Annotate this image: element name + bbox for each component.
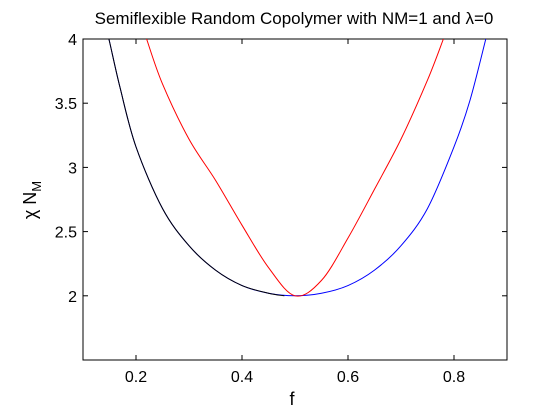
- series-line-3: [146, 39, 444, 297]
- x-tick-label: 0.4: [231, 369, 253, 386]
- chart-title: Semiflexible Random Copolymer with NM=1 …: [95, 9, 494, 28]
- plot-frame: [82, 38, 508, 361]
- series-group: [108, 39, 487, 297]
- series-line-2: [108, 39, 285, 297]
- y-axis-label-subscript: M: [29, 181, 44, 192]
- y-axis-label-main: χ N: [20, 192, 40, 219]
- y-tick-label: 3: [68, 160, 77, 177]
- y-tick-label: 2: [68, 289, 77, 306]
- x-tick-label: 0.6: [337, 369, 359, 386]
- x-tick-label: 0.8: [443, 369, 465, 386]
- y-axis-ticks: 2 2.5 3 3.5 4: [55, 32, 507, 306]
- y-axis-label: χ NM: [20, 181, 44, 219]
- x-tick-label: 0.2: [125, 369, 147, 386]
- series-line-1: [108, 39, 487, 297]
- x-axis-ticks: 0.2 0.4 0.6 0.8: [125, 39, 465, 386]
- y-tick-label: 4: [68, 32, 77, 49]
- x-axis-label: f: [289, 389, 295, 409]
- y-tick-label: 3.5: [55, 96, 77, 113]
- y-tick-label: 2.5: [55, 225, 77, 242]
